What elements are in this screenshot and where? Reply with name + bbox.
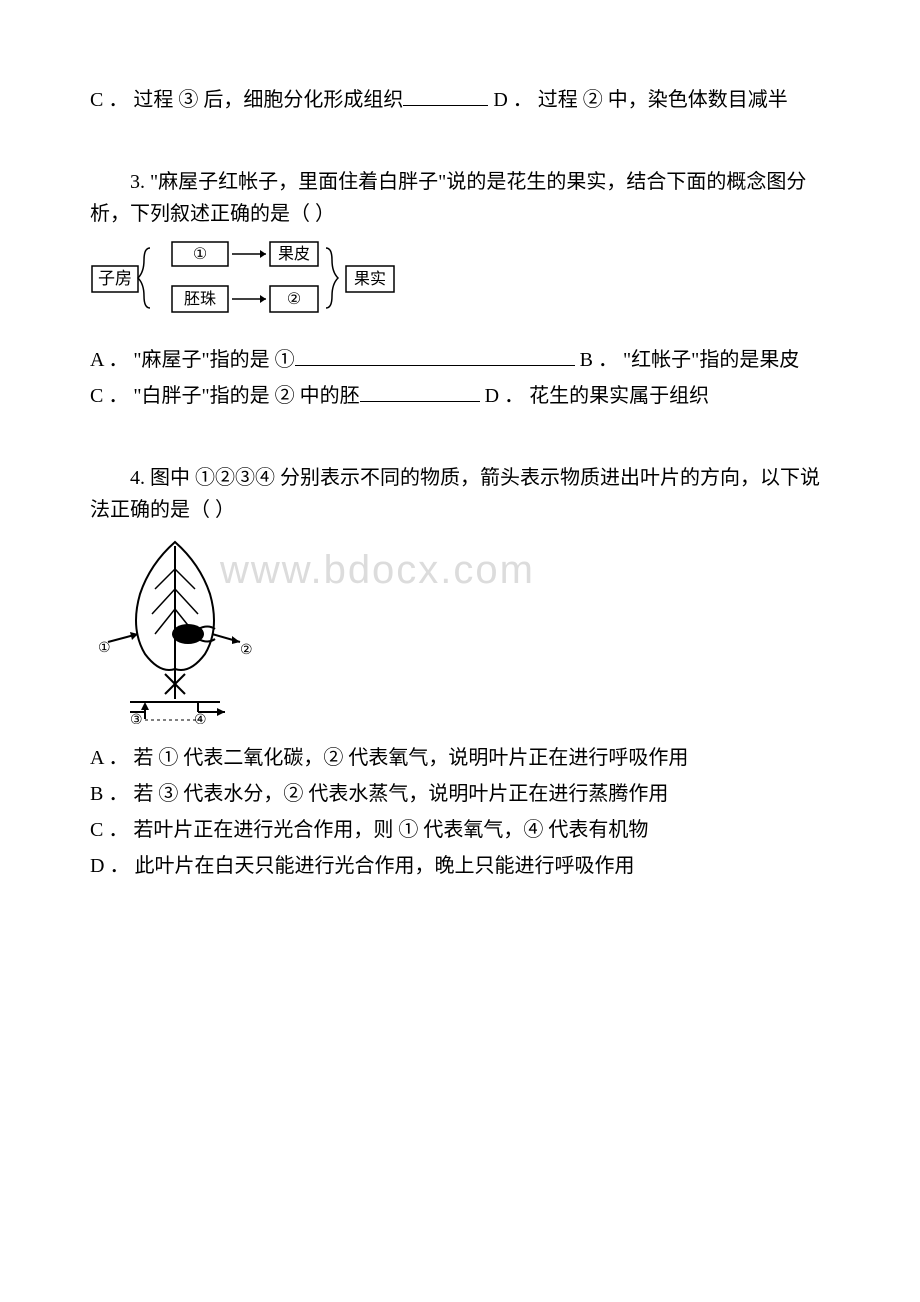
q2-blank-c bbox=[403, 86, 488, 106]
q3-concept-diagram: 子房 ① 果皮 胚珠 ② 果实 bbox=[90, 238, 830, 326]
q4-label-3: ③ bbox=[130, 713, 143, 724]
q3-stem: 3. "麻屋子红帐子，里面住着白胖子"说的是花生的果实，结合下面的概念图分析，下… bbox=[90, 166, 830, 230]
diagram-zifang: 子房 bbox=[98, 269, 132, 288]
question-4: 4. 图中 ①②③④ 分别表示不同的物质，箭头表示物质进出叶片的方向，以下说法正… bbox=[90, 462, 830, 882]
watermark-text: www.bdocx.com bbox=[220, 538, 535, 602]
q4-option-b: B ． 若 ③ 代表水分，② 代表水蒸气，说明叶片正在进行蒸腾作用 bbox=[90, 778, 830, 810]
q4-label-1: ① bbox=[98, 641, 111, 656]
diagram-guopi: 果皮 bbox=[278, 245, 310, 263]
q4-diagram-wrap: www.bdocx.com ① ② bbox=[90, 534, 830, 724]
q3-option-ab-line: A ． "麻屋子"指的是 ① B ． "红帐子"指的是果皮 bbox=[90, 344, 830, 376]
q3-option-b-text: B ． "红帐子"指的是果皮 bbox=[580, 349, 800, 371]
q3-option-c-text: C ． "白胖子"指的是 ② 中的胚 bbox=[90, 385, 360, 407]
question-2-options: C ． 过程 ③ 后，细胞分化形成组织 D ． 过程 ② 中，染色体数目减半 bbox=[90, 84, 830, 116]
q3-option-a-text: A ． "麻屋子"指的是 ① bbox=[90, 349, 295, 371]
q2-option-d-text: D ． 过程 ② 中，染色体数目减半 bbox=[493, 89, 787, 111]
q4-label-4: ④ bbox=[194, 713, 207, 724]
q4-option-c: C ． 若叶片正在进行光合作用，则 ① 代表氧气，④ 代表有机物 bbox=[90, 814, 830, 846]
q4-label-2: ② bbox=[240, 643, 253, 658]
diagram-peizhu: 胚珠 bbox=[184, 290, 216, 308]
q3-option-cd-line: C ． "白胖子"指的是 ② 中的胚 D ． 花生的果实属于组织 bbox=[90, 380, 830, 412]
q2-option-c-text: C ． 过程 ③ 后，细胞分化形成组织 bbox=[90, 89, 403, 111]
q4-option-d: D ． 此叶片在白天只能进行光合作用，晚上只能进行呼吸作用 bbox=[90, 850, 830, 882]
q3-blank-a bbox=[295, 346, 575, 366]
q4-option-a: A ． 若 ① 代表二氧化碳，② 代表氧气，说明叶片正在进行呼吸作用 bbox=[90, 742, 830, 774]
q3-option-d-text: D ． 花生的果实属于组织 bbox=[485, 385, 709, 407]
question-3: 3. "麻屋子红帐子，里面住着白胖子"说的是花生的果实，结合下面的概念图分析，下… bbox=[90, 166, 830, 412]
q3-blank-c bbox=[360, 382, 480, 402]
q4-stem: 4. 图中 ①②③④ 分别表示不同的物质，箭头表示物质进出叶片的方向，以下说法正… bbox=[90, 462, 830, 526]
diagram-guoshi: 果实 bbox=[354, 270, 386, 288]
diagram-node1: ① bbox=[193, 246, 207, 263]
diagram-node2: ② bbox=[287, 291, 301, 308]
q2-option-cd-line: C ． 过程 ③ 后，细胞分化形成组织 D ． 过程 ② 中，染色体数目减半 bbox=[90, 84, 830, 116]
